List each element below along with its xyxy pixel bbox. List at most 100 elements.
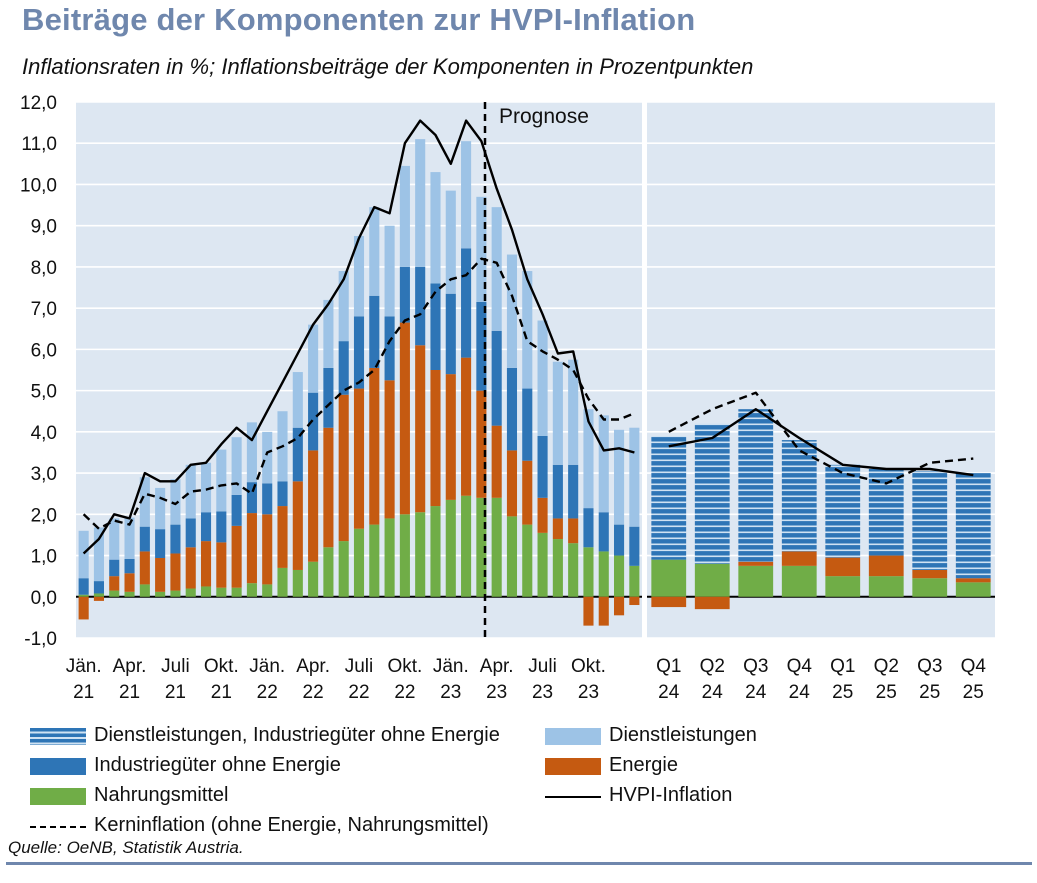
bar-segment <box>583 409 594 509</box>
bar-segment <box>552 361 563 465</box>
legend-label: Industriegüter ohne Energie <box>94 754 341 776</box>
bar-segment <box>93 581 104 594</box>
bar-segment <box>694 423 730 564</box>
bar-segment <box>78 530 89 579</box>
bar-segment <box>353 316 365 389</box>
bar-segment <box>461 248 472 358</box>
bar-segment <box>216 587 227 597</box>
y-tick-label: 8,0 <box>31 258 57 279</box>
legend-label: Energie <box>609 754 678 776</box>
bar-segment <box>155 558 166 592</box>
y-tick-label: 9,0 <box>31 217 57 238</box>
bar-segment <box>124 591 135 597</box>
bar-segment <box>912 569 948 579</box>
bar-segment <box>155 487 166 530</box>
x-tick-label: 22 <box>303 682 324 703</box>
x-tick-label: Q3 <box>917 656 942 677</box>
forecast-annotation: Prognose <box>499 105 589 128</box>
bar-segment <box>522 524 533 597</box>
y-tick-label: 12,0 <box>20 93 57 114</box>
bar-segment <box>552 464 563 519</box>
bar-segment <box>200 462 212 513</box>
bar-segment <box>369 207 380 296</box>
bar-segment <box>308 450 319 562</box>
bar-segment <box>430 370 441 507</box>
x-tick-label: 24 <box>745 682 767 703</box>
bar-segment <box>614 596 625 616</box>
x-tick-label: 25 <box>963 682 984 703</box>
source-note: Quelle: OeNB, Statistik Austria. <box>8 838 244 857</box>
y-tick-label: 4,0 <box>31 423 57 444</box>
bar-segment <box>491 425 502 498</box>
bar-segment <box>277 506 288 568</box>
bar-series <box>78 139 991 626</box>
bar-segment <box>614 429 625 525</box>
bar-segment <box>552 539 563 597</box>
x-tick-label: Q3 <box>743 656 768 677</box>
bar-segment <box>415 345 426 513</box>
bar-segment <box>292 372 303 428</box>
x-tick-label: 21 <box>165 682 186 703</box>
bar-segment <box>353 236 365 317</box>
bar-segment <box>139 584 150 597</box>
y-tick-label: 5,0 <box>31 382 57 403</box>
bar-segment <box>614 524 625 556</box>
y-tick-label: 6,0 <box>31 340 57 361</box>
bar-segment <box>583 596 594 626</box>
bar-segment <box>629 526 640 566</box>
y-tick-label: 1,0 <box>31 547 57 568</box>
bar-segment <box>384 316 395 381</box>
legend-label: Dienstleistungen, Industriegüter ohne En… <box>94 724 500 746</box>
x-tick-label: Apr. <box>113 656 147 677</box>
x-tick-label: 25 <box>876 682 897 703</box>
y-tick-label: 0,0 <box>31 588 57 609</box>
chart-subtitle: Inflationsraten in %; Inflationsbeiträge… <box>22 54 754 79</box>
bar-segment <box>353 388 365 529</box>
bar-segment <box>170 524 181 554</box>
bar-segment <box>506 367 518 451</box>
bar-segment <box>461 357 472 496</box>
bar-segment <box>170 479 181 525</box>
bar-segment <box>537 532 548 597</box>
x-tick-label: Okt. <box>387 656 422 677</box>
bar-segment <box>912 578 948 597</box>
x-tick-label: 24 <box>789 682 811 703</box>
x-tick-label: Q2 <box>700 656 725 677</box>
bar-segment <box>912 471 948 570</box>
bar-segment <box>491 207 502 331</box>
bar-segment <box>139 551 150 585</box>
bar-segment <box>139 526 150 552</box>
bar-segment <box>308 324 319 393</box>
legend-label: Nahrungsmittel <box>94 784 229 806</box>
x-tick-label: Juli <box>345 656 374 677</box>
core-inflation-line <box>82 257 635 530</box>
bar-segment <box>568 464 579 519</box>
bar-segment <box>185 518 196 548</box>
bar-segment <box>200 512 212 542</box>
bar-segment <box>384 380 395 519</box>
x-axis: Jän. 21 Apr. 21 Juli 21 Okt. 21 Jän. 22 Apr. 22 Juli… <box>66 656 987 703</box>
bar-segment <box>651 559 687 597</box>
y-tick-label: 10,0 <box>20 175 57 196</box>
bottom-rule <box>6 862 1032 865</box>
bar-segment <box>781 565 817 597</box>
bar-segment <box>109 559 120 577</box>
bar-segment <box>262 483 273 515</box>
bar-segment <box>629 565 640 597</box>
bar-segment <box>445 374 456 500</box>
bar-segment <box>399 266 410 323</box>
bar-segment <box>825 576 861 597</box>
bar-segment <box>552 518 563 540</box>
core-inflation-line <box>668 391 974 485</box>
bar-segment <box>522 460 533 525</box>
bar-segment <box>262 584 273 597</box>
x-tick-label: Juli <box>528 656 557 677</box>
bar-segment <box>506 450 518 517</box>
x-tick-label: 22 <box>348 682 369 703</box>
bar-segment <box>614 555 625 597</box>
bar-segment <box>399 165 410 267</box>
bar-segment <box>369 295 380 368</box>
bar-segment <box>568 359 579 465</box>
bar-segment <box>598 512 609 552</box>
bar-segment <box>738 409 774 562</box>
